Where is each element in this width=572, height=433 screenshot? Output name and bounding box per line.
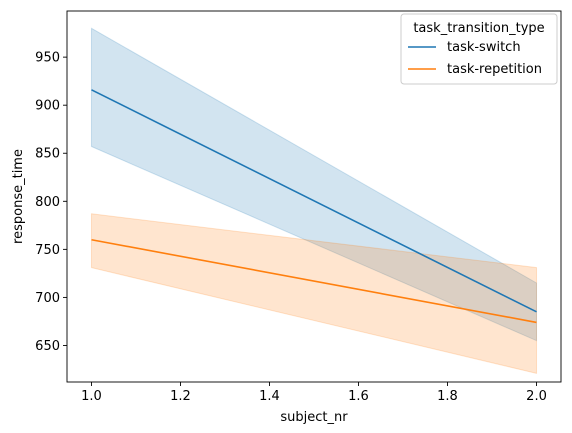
series-lines (91, 89, 537, 324)
series-line-task-switch (91, 89, 537, 313)
y-tick-label: 950 (35, 51, 60, 66)
ci-band-task-switch (90, 27, 538, 342)
x-tick-label: 1.2 (170, 389, 191, 404)
x-tick-label: 1.6 (348, 389, 369, 404)
x-tick-label: 1.0 (81, 389, 102, 404)
x-tick-label: 2.0 (526, 389, 547, 404)
y-tick-label: 650 (35, 339, 60, 354)
legend-label-task-switch: task-switch (447, 40, 521, 55)
y-axis-label: response_time (11, 149, 26, 244)
series-line-task-repetition (91, 238, 537, 324)
y-tick-label: 850 (35, 147, 60, 162)
y-tick-label: 900 (35, 99, 60, 114)
legend-title: task_transition_type (413, 21, 544, 36)
legend-entries: task-switch task-repetition (408, 40, 542, 77)
x-axis-label: subject_nr (280, 410, 348, 425)
x-tick-label: 1.8 (437, 389, 458, 404)
plot-frame (66, 10, 562, 383)
legend-label-task-repetition: task-repetition (447, 62, 542, 77)
x-axis-ticks: 1.0 1.2 1.4 1.6 1.8 2.0 (81, 382, 547, 404)
confidence-bands (90, 27, 538, 374)
legend-box (400, 13, 558, 85)
ci-band-task-repetition (90, 213, 538, 374)
legend: task_transition_type task-switch task-rep… (400, 13, 558, 85)
y-axis-ticks: 650 700 750 800 850 900 950 (35, 51, 67, 354)
x-tick-label: 1.4 (259, 389, 280, 404)
y-tick-label: 800 (35, 195, 60, 210)
y-tick-label: 750 (35, 243, 60, 258)
y-tick-label: 700 (35, 291, 60, 306)
